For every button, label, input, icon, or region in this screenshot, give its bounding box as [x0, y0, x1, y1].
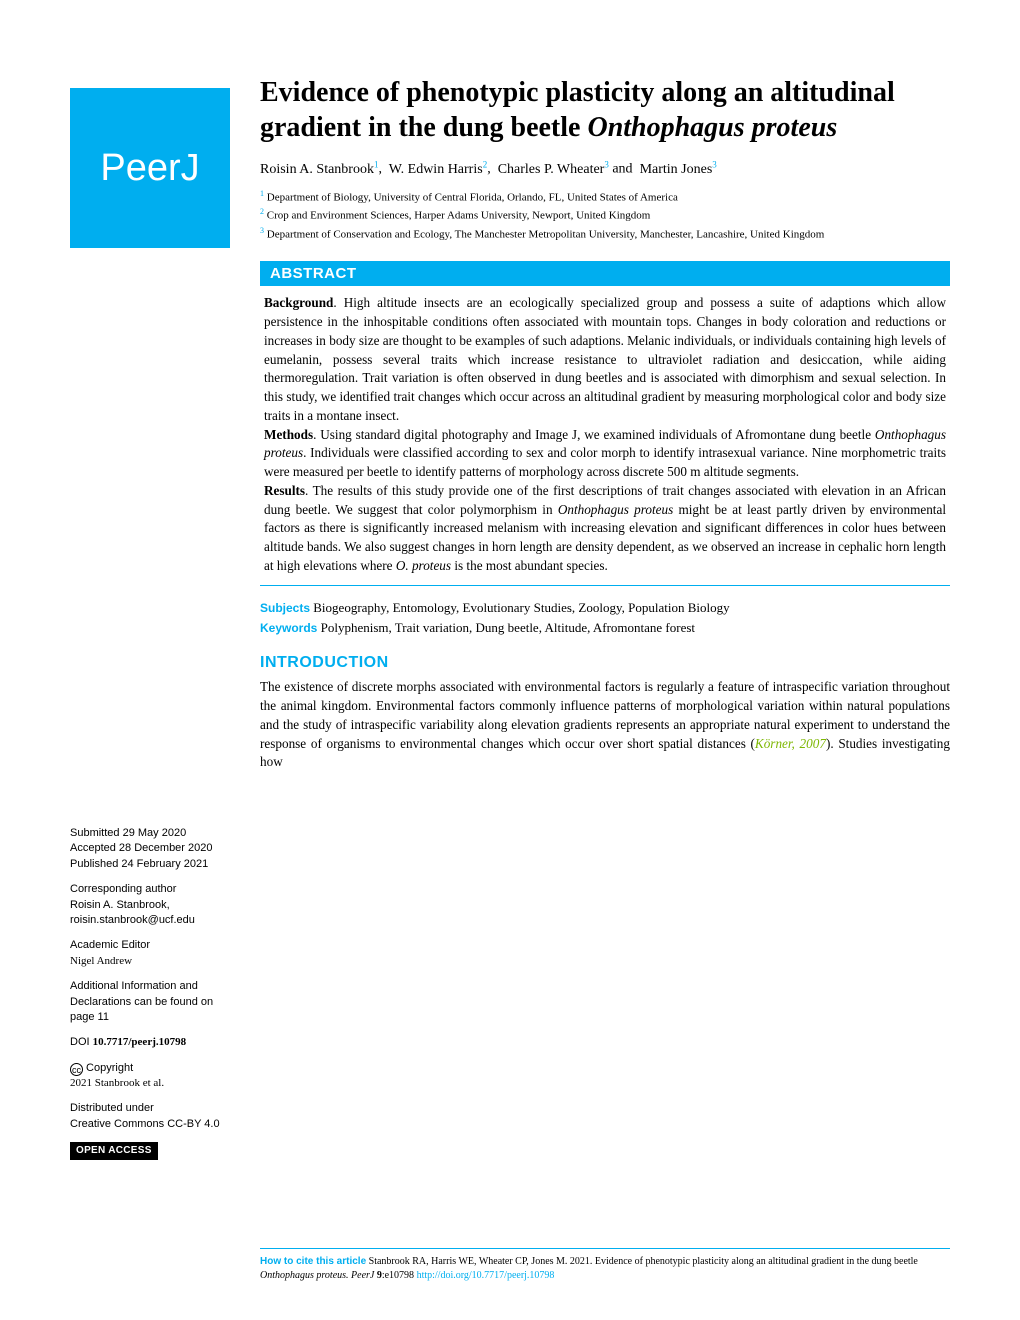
- affiliations: 1 Department of Biology, University of C…: [260, 188, 950, 244]
- introduction-body: The existence of discrete morphs associa…: [260, 678, 950, 772]
- journal-logo: PeerJ: [70, 88, 230, 248]
- subjects-text: Biogeography, Entomology, Evolutionary S…: [310, 600, 730, 615]
- keywords-label: Keywords: [260, 621, 317, 635]
- author: Roisin A. Stanbrook1: [260, 162, 378, 177]
- background-text: . High altitude insects are an ecologica…: [264, 295, 946, 422]
- metadata-sidebar: Submitted 29 May 2020 Accepted 28 Decemb…: [70, 826, 240, 1160]
- author-list: Roisin A. Stanbrook1, W. Edwin Harris2, …: [260, 159, 950, 178]
- main-column: Evidence of phenotypic plasticity along …: [260, 75, 950, 772]
- introduction-heading: INTRODUCTION: [260, 654, 950, 672]
- footer-label: How to cite this article: [260, 1256, 366, 1267]
- copyright-block: cc Copyright 2021 Stanbrook et al.: [70, 1061, 240, 1092]
- abstract-body: Background. High altitude insects are an…: [260, 286, 950, 586]
- corresponding-author: Corresponding author Roisin A. Stanbrook…: [70, 882, 240, 928]
- dates-block: Submitted 29 May 2020 Accepted 28 Decemb…: [70, 826, 240, 872]
- author: W. Edwin Harris2: [389, 162, 487, 177]
- journal-logo-text: PeerJ: [100, 147, 199, 190]
- affiliation: 3 Department of Conservation and Ecology…: [260, 225, 950, 244]
- footer-doi-link[interactable]: http://doi.org/10.7717/peerj.10798: [417, 1270, 555, 1281]
- keywords-line: Keywords Polyphenism, Trait variation, D…: [260, 620, 950, 636]
- citation-link[interactable]: Körner, 2007: [755, 736, 826, 751]
- author: Charles P. Wheater3: [498, 162, 609, 177]
- keywords-text: Polyphenism, Trait variation, Dung beetl…: [317, 620, 695, 635]
- subjects-line: Subjects Biogeography, Entomology, Evolu…: [260, 600, 950, 616]
- affiliation: 2 Crop and Environment Sciences, Harper …: [260, 206, 950, 225]
- additional-info: Additional Information and Declarations …: [70, 979, 240, 1025]
- academic-editor: Academic Editor Nigel Andrew: [70, 938, 240, 969]
- background-label: Background: [264, 295, 333, 310]
- affiliation: 1 Department of Biology, University of C…: [260, 188, 950, 207]
- doi-block: DOI 10.7717/peerj.10798: [70, 1035, 240, 1050]
- subjects-label: Subjects: [260, 601, 310, 615]
- results-label: Results: [264, 483, 305, 498]
- methods-label: Methods: [264, 427, 313, 442]
- abstract-heading: ABSTRACT: [260, 261, 950, 286]
- article-title: Evidence of phenotypic plasticity along …: [260, 75, 950, 145]
- open-access-badge: OPEN ACCESS: [70, 1142, 240, 1160]
- author: Martin Jones3: [640, 162, 717, 177]
- doi-value[interactable]: 10.7717/peerj.10798: [93, 1036, 186, 1048]
- title-species: Onthophagus proteus: [587, 112, 837, 143]
- distribution-block: Distributed under Creative Commons CC-BY…: [70, 1101, 240, 1132]
- citation-footer: How to cite this article Stanbrook RA, H…: [260, 1248, 950, 1282]
- cc-icon: cc: [70, 1063, 83, 1076]
